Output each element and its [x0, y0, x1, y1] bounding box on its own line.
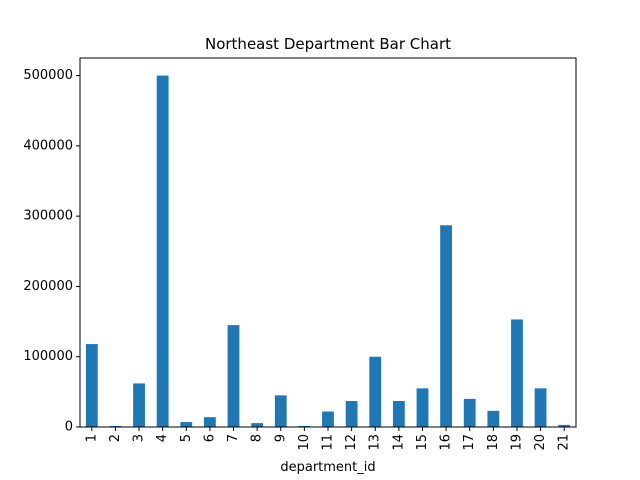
x-tick-label: 9 [273, 434, 288, 442]
bar-4 [156, 75, 169, 427]
x-tick-label: 19 [509, 434, 524, 451]
x-tick-label: 20 [533, 434, 548, 451]
y-tick-label: 200000 [23, 279, 73, 294]
bar-14 [392, 400, 405, 427]
bar-3 [133, 383, 145, 427]
y-tick-label: 500000 [23, 68, 73, 83]
bar-17 [463, 398, 476, 427]
plot-frame [79, 57, 577, 428]
x-tick-label: 2 [108, 434, 123, 442]
bar-6 [204, 417, 216, 427]
x-axis-title: department_id [280, 460, 375, 475]
x-tick-label: 3 [132, 434, 147, 442]
x-axis: 1 2 3 4 5 6 7 8 9 10 11 12 13 14 15 16 17 18 19 20 21 [84, 427, 572, 451]
x-tick-label: 5 [179, 434, 194, 442]
x-tick-label: 13 [368, 434, 383, 451]
x-tick-label: 1 [84, 434, 99, 442]
x-tick-label: 12 [344, 434, 359, 451]
y-tick-label: 300000 [23, 209, 73, 224]
bar-16 [440, 225, 452, 427]
x-tick-label: 21 [557, 434, 572, 451]
bar-12 [345, 400, 358, 427]
x-tick-label: 8 [250, 434, 265, 442]
x-tick-label: 15 [415, 434, 430, 451]
x-tick-label: 10 [297, 434, 312, 451]
bar-15 [416, 388, 429, 427]
bar-20 [534, 388, 547, 427]
x-tick-label: 7 [226, 434, 241, 442]
bar-5 [180, 422, 193, 427]
bar-2 [109, 425, 122, 427]
bar-19 [511, 319, 523, 427]
bar-8 [251, 423, 264, 427]
bar-1 [85, 344, 98, 427]
bars [85, 75, 571, 427]
x-tick-label: 4 [155, 434, 170, 442]
bar-18 [487, 410, 500, 427]
x-tick-label: 6 [202, 434, 217, 442]
bar-21 [558, 424, 571, 427]
bar-10 [298, 425, 311, 427]
y-tick-label: 400000 [23, 138, 73, 153]
x-tick-label: 17 [462, 434, 477, 451]
x-tick-label: 11 [321, 434, 336, 451]
bar-13 [369, 356, 382, 427]
bar-9 [274, 395, 287, 427]
x-tick-label: 18 [486, 434, 501, 451]
bar-11 [322, 411, 334, 427]
x-tick-label: 14 [391, 434, 406, 451]
y-axis: 0 100000 200000 300000 400000 500000 [23, 68, 80, 435]
chart-title: Northeast Department Bar Chart [205, 35, 451, 53]
y-tick-label: 0 [65, 420, 73, 435]
y-tick-label: 100000 [23, 349, 73, 364]
x-tick-label: 16 [439, 434, 454, 451]
bar-7 [227, 325, 240, 427]
